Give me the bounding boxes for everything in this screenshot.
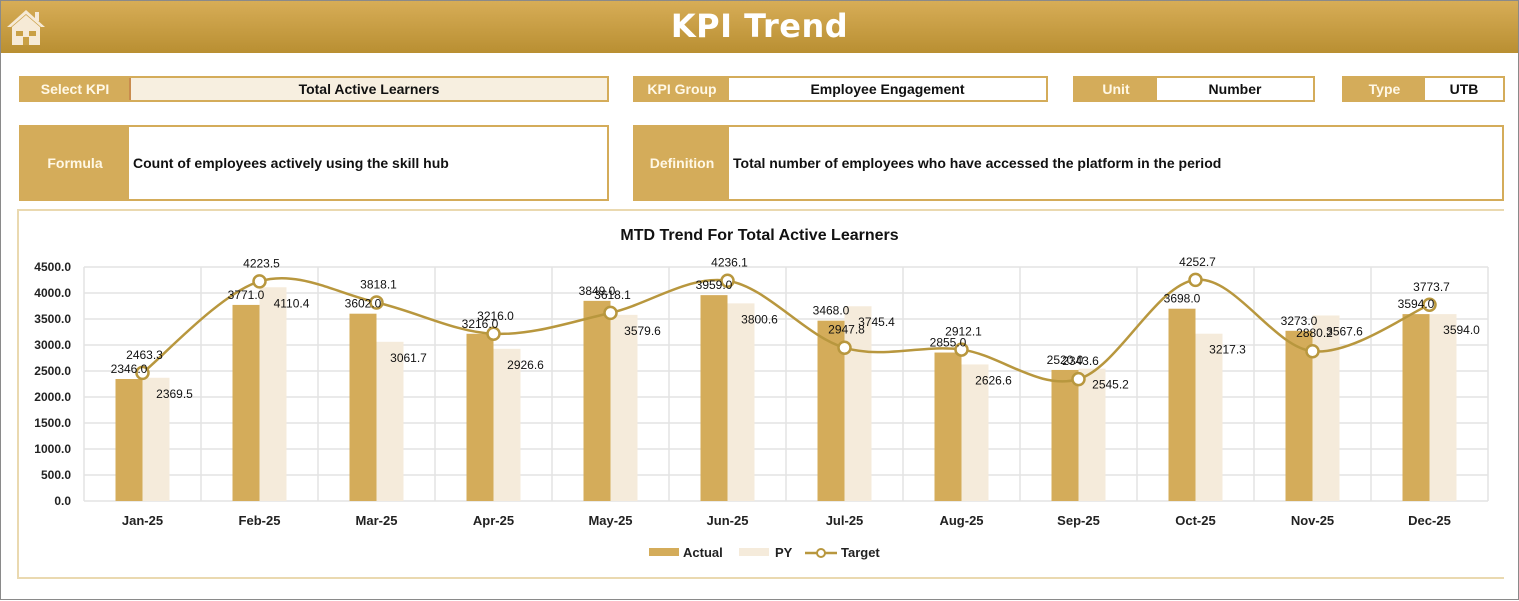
formula-value: Count of employees actively using the sk…: [129, 127, 607, 199]
header-bar: KPI Trend: [1, 1, 1518, 53]
kpi-group-label: KPI Group: [635, 78, 729, 100]
unit-field: Unit Number: [1073, 76, 1315, 102]
definition-value: Total number of employees who have acces…: [729, 127, 1502, 199]
definition-box: Definition Total number of employees who…: [633, 125, 1504, 201]
select-kpi-field: Select KPI Total Active Learners: [19, 76, 609, 102]
kpi-group-field: KPI Group Employee Engagement: [633, 76, 1048, 102]
formula-box: Formula Count of employees actively usin…: [19, 125, 609, 201]
type-value: UTB: [1425, 78, 1503, 100]
definition-label: Definition: [635, 127, 729, 199]
page-title: KPI Trend: [670, 7, 849, 45]
formula-label: Formula: [21, 127, 129, 199]
type-field: Type UTB: [1342, 76, 1505, 102]
select-kpi-label: Select KPI: [21, 78, 129, 100]
chart-container: [17, 209, 1504, 579]
select-kpi-dropdown[interactable]: Total Active Learners: [129, 78, 607, 100]
chart-title: MTD Trend For Total Active Learners: [620, 227, 899, 244]
unit-value: Number: [1157, 78, 1313, 100]
kpi-group-value: Employee Engagement: [729, 78, 1046, 100]
home-icon[interactable]: [5, 7, 47, 47]
unit-label: Unit: [1075, 78, 1157, 100]
type-label: Type: [1344, 78, 1425, 100]
